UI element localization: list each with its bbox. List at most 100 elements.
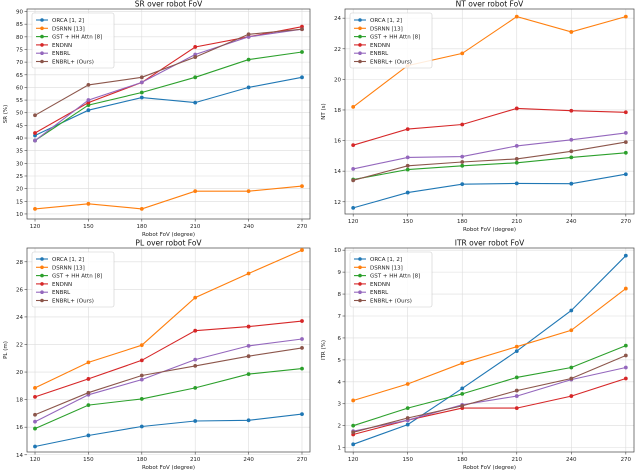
y-tick-label: 16 (16, 425, 23, 431)
series-line (353, 377, 626, 436)
y-tick-label: 18 (334, 108, 341, 114)
data-point (405, 127, 410, 131)
y-tick-label: 55 (16, 98, 23, 104)
data-point (33, 419, 37, 424)
data-point (86, 360, 91, 365)
data-point (246, 189, 251, 194)
data-point (193, 419, 198, 423)
legend-box (349, 12, 433, 69)
x-tick-label: 210 (512, 219, 523, 225)
data-point (300, 366, 304, 371)
data-point (193, 75, 198, 80)
data-point (569, 376, 574, 381)
data-point (193, 328, 198, 333)
series-6 (33, 27, 304, 118)
y-tick-label: 35 (16, 149, 23, 155)
data-point (405, 190, 410, 195)
x-tick-label: 150 (83, 224, 94, 230)
y-tick-label: 20 (334, 77, 341, 83)
data-point (623, 140, 628, 144)
data-point (193, 386, 198, 390)
legend-label: ENDNN (52, 282, 72, 288)
data-point (86, 433, 91, 438)
x-tick-label: 120 (30, 224, 41, 230)
y-tick-label: 70 (16, 60, 23, 66)
data-point (569, 181, 574, 186)
series-line (353, 152, 626, 181)
series-2 (33, 184, 304, 211)
data-point (569, 394, 574, 398)
data-point (139, 206, 144, 211)
x-axis-label: Robot FoV (degree) (463, 227, 516, 233)
legend-swatch-marker (358, 273, 362, 278)
data-point (139, 80, 144, 85)
data-point (33, 412, 37, 417)
legend-label: ENDNN (370, 282, 390, 288)
series-line (353, 255, 627, 445)
data-point (300, 319, 304, 323)
data-point (300, 27, 304, 32)
data-point (193, 55, 198, 59)
data-point (300, 248, 304, 252)
y-tick-label: 8 (338, 292, 342, 298)
data-point (351, 105, 356, 109)
data-point (514, 349, 519, 353)
data-point (623, 14, 628, 19)
data-point (139, 90, 144, 95)
data-point (300, 337, 304, 341)
series-line (34, 338, 303, 423)
legend-swatch-marker (358, 51, 362, 55)
data-point (33, 113, 37, 118)
x-tick-label: 150 (402, 219, 413, 225)
legend-label: ENBRL (52, 51, 71, 57)
series-1 (351, 172, 628, 210)
data-point (405, 416, 410, 420)
x-tick-label: 180 (137, 457, 148, 463)
data-point (351, 143, 356, 148)
legend-swatch-marker (40, 18, 44, 22)
legend-label: ENDNN (370, 43, 390, 49)
data-point (405, 167, 410, 172)
y-tick-label: 6 (338, 336, 342, 342)
data-point (514, 14, 519, 19)
legend-label: ORCA [1, 2] (52, 257, 84, 263)
x-tick-label: 270 (621, 219, 632, 225)
legend-box (31, 251, 115, 308)
y-axis-label: PL (m) (3, 341, 9, 359)
x-tick-label: 240 (566, 457, 577, 463)
series-line (34, 413, 303, 448)
chart-panel-2: 120 150 180 210 240 270 12 14 16 18 20 22 24 NT over … (321, 0, 635, 233)
data-point (139, 343, 144, 348)
data-point (460, 404, 465, 408)
x-tick-label: 270 (297, 457, 308, 463)
legend: ORCA [1, 2] DSRNN [13] GST + HH Attn [8] EN… (31, 12, 115, 69)
y-tick-label: 30 (16, 161, 23, 167)
data-point (405, 382, 410, 386)
data-point (514, 344, 519, 349)
legend-label: ENDNN (52, 43, 72, 49)
data-point (33, 394, 37, 399)
y-tick-label: 60 (16, 85, 23, 91)
data-point (351, 423, 356, 428)
data-point (514, 157, 519, 161)
data-point (300, 184, 304, 189)
data-point (460, 391, 465, 396)
data-point (351, 442, 356, 447)
legend-swatch-marker (40, 298, 44, 303)
data-point (351, 166, 356, 171)
data-point (139, 95, 144, 100)
series-line (34, 320, 303, 398)
series-line (352, 16, 626, 108)
series-5 (33, 337, 304, 424)
data-point (514, 388, 519, 393)
y-tick-label: 65 (16, 73, 23, 79)
data-point (460, 154, 465, 159)
legend-swatch-marker (358, 257, 362, 261)
legend-label: ORCA [1, 2] (52, 18, 84, 24)
legend-swatch-marker (358, 26, 362, 31)
legend-swatch-marker (40, 59, 44, 64)
data-point (514, 394, 519, 398)
y-tick-label: 15 (16, 199, 23, 205)
data-point (86, 390, 91, 395)
y-tick-label: 75 (16, 47, 23, 53)
